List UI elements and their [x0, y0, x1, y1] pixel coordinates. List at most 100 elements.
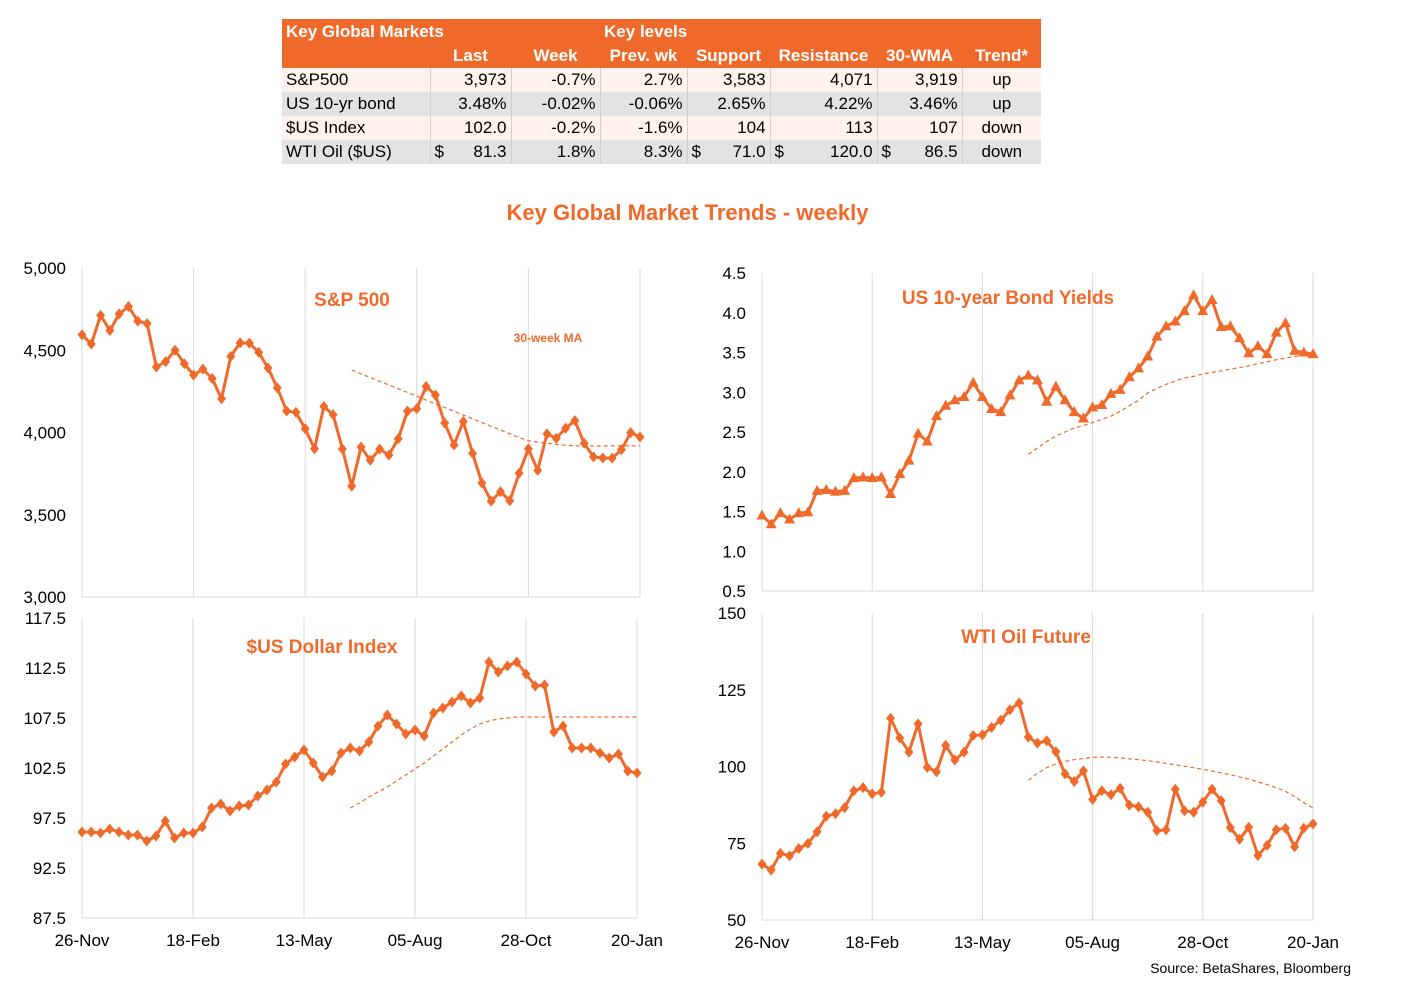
data-point [1252, 340, 1264, 351]
data-point [1133, 362, 1145, 373]
data-point [336, 747, 346, 759]
data-point [940, 399, 952, 410]
data-point [570, 415, 580, 427]
table-row: US 10-yr bond 3.48% -0.02% -0.06% 2.65% … [282, 92, 1042, 116]
data-point [505, 495, 515, 507]
data-point [271, 776, 281, 788]
data-point [1207, 783, 1217, 795]
support-level: 71.0 [732, 142, 766, 161]
data-point [262, 784, 272, 796]
y-tick-label: 3.5 [722, 344, 746, 363]
key-markets-table: Key Global Markets Key levels Last Week … [282, 19, 1042, 164]
data-point [1134, 801, 1144, 813]
week-change: -0.02% [511, 92, 601, 116]
data-point [1234, 332, 1246, 343]
dollar-sign: $ [881, 142, 891, 161]
data-point [1161, 824, 1171, 836]
dollar-sign: $ [434, 142, 444, 161]
data-point [114, 308, 124, 320]
data-point [793, 507, 805, 518]
data-point [803, 838, 813, 850]
data-point [1235, 833, 1245, 845]
support-level: 2.65% [687, 92, 771, 116]
data-point [829, 485, 841, 496]
data-point [375, 443, 385, 455]
data-point [968, 729, 978, 741]
data-point [393, 433, 403, 445]
data-point [1279, 317, 1291, 328]
resistance-level: 4,071 [770, 68, 878, 92]
data-point [1022, 369, 1034, 380]
chart-title: $US Dollar Index [247, 637, 398, 658]
data-point [1152, 825, 1162, 837]
data-point [1014, 697, 1024, 709]
data-point [595, 747, 605, 759]
data-point [456, 690, 466, 702]
data-point [1189, 806, 1199, 818]
header-prev-wk: Prev. wk [600, 44, 688, 68]
data-point [216, 798, 226, 810]
data-point [848, 472, 860, 483]
data-point [921, 435, 933, 446]
prev-week-change: -1.6% [600, 116, 688, 140]
data-point [382, 709, 392, 721]
data-point [1087, 401, 1099, 412]
data-point [1179, 805, 1189, 817]
header-key-global-markets: Key Global Markets [282, 19, 601, 44]
data-point [1206, 294, 1218, 305]
data-point [253, 790, 263, 802]
data-point [913, 718, 923, 730]
chart-4: 50 75 100 125 150 26-Nov 18-Feb 13-May 05-Aug 28-… [718, 604, 1339, 952]
data-point [930, 410, 942, 421]
data-point [207, 802, 216, 814]
header-support: Support [687, 44, 771, 68]
data-point [458, 415, 468, 427]
x-tick-label: 20-Jan [611, 931, 663, 950]
x-tick-label: 28-Oct [500, 931, 551, 950]
x-tick-label: 18-Feb [166, 931, 220, 950]
data-point [604, 752, 614, 764]
data-point [356, 441, 366, 453]
data-point [1124, 799, 1134, 811]
data-point [114, 826, 124, 838]
y-tick-label: 4,500 [23, 341, 66, 360]
data-point [875, 471, 887, 482]
y-tick-label: 4.5 [722, 264, 746, 283]
last-value: 3.48% [430, 92, 512, 116]
data-point [217, 393, 226, 405]
data-point [867, 788, 877, 800]
data-point [1143, 806, 1153, 818]
header-30-wma: 30-WMA [877, 44, 963, 68]
data-point [802, 506, 814, 517]
data-point [477, 477, 487, 489]
data-point [784, 513, 796, 524]
data-point [440, 417, 450, 429]
data-point [77, 826, 87, 838]
data-point [794, 842, 804, 854]
data-point [857, 471, 869, 482]
data-point [635, 431, 645, 443]
data-point [549, 726, 559, 738]
data-point [1169, 315, 1181, 326]
data-point [567, 742, 577, 754]
data-point [830, 808, 840, 820]
moving-average-line [1027, 355, 1313, 455]
resistance-level: 113 [770, 116, 878, 140]
data-point [820, 484, 832, 495]
data-point [412, 403, 422, 415]
x-tick-label: 26-Nov [55, 931, 110, 950]
resistance-level: 4.22% [770, 92, 878, 116]
data-point [1105, 387, 1117, 398]
chart-3: 87.5 92.5 97.5 102.5 107.5 112.5 117.5 26-Nov 18… [23, 609, 663, 950]
data-point [170, 344, 180, 356]
data-point [77, 329, 87, 341]
y-tick-label: 2.5 [722, 423, 746, 442]
data-point [1262, 839, 1272, 851]
data-point [1097, 785, 1107, 797]
data-point [840, 802, 850, 814]
header-trend: Trend* [962, 44, 1042, 68]
market-name: S&P500 [282, 68, 431, 92]
data-point [345, 742, 355, 754]
data-point [1068, 406, 1080, 417]
